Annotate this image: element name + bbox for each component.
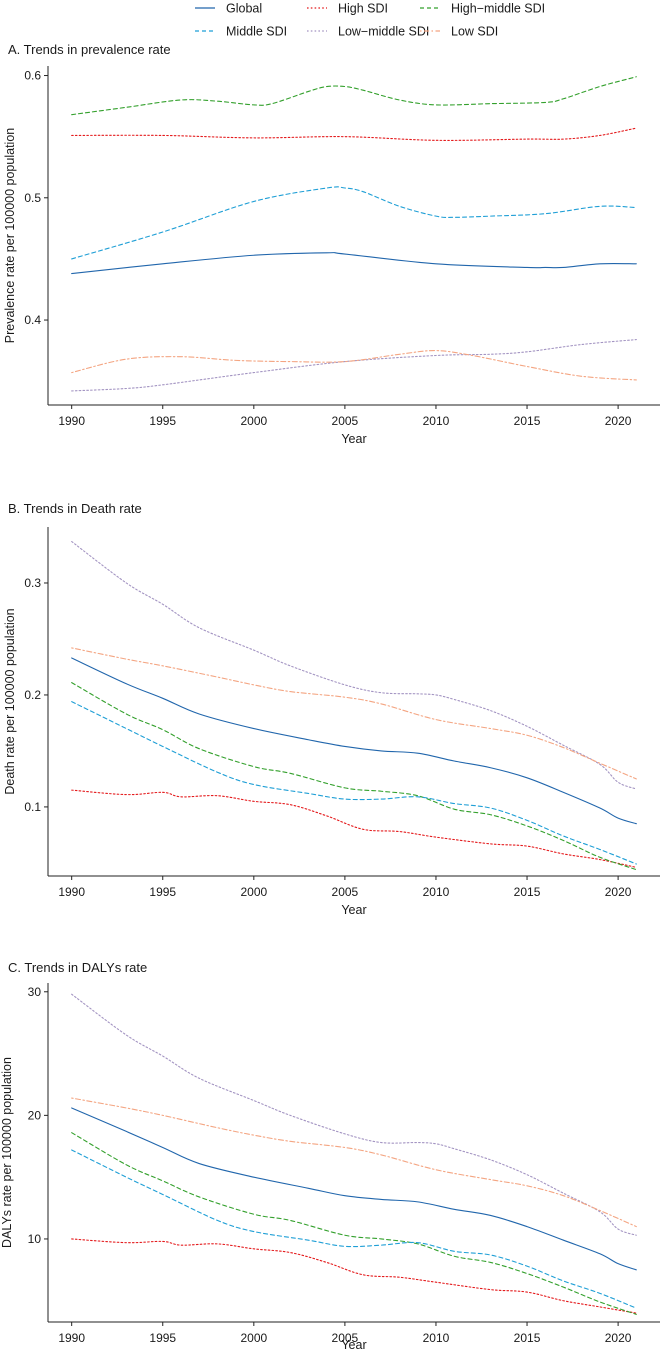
y-tick-label: 20 [28,1108,42,1122]
x-tick-label: 2010 [423,414,450,428]
y-tick-label: 0.2 [24,688,41,702]
series-line-high-middle-sdi [71,1132,637,1315]
legend-label: Global [226,2,262,16]
legend-item-low-sdi: Low SDI [420,25,498,39]
series-line-high-sdi [71,789,637,868]
legend-item-high-middle-sdi: High−middle SDI [420,2,545,16]
x-tick-label: 2020 [605,885,632,899]
x-tick-label: 2015 [514,1331,541,1345]
series-line-high-sdi [71,127,637,141]
y-tick-label: 10 [28,1232,42,1246]
series-line-high-middle-sdi [71,682,637,871]
series-line-global [71,1107,637,1271]
y-axis-title: Death rate per 100000 population [3,608,17,794]
panel-title: B. Trends in Death rate [8,501,142,516]
x-tick-label: 2020 [605,414,632,428]
y-tick-label: 0.3 [24,576,41,590]
legend-label: Low SDI [451,25,498,39]
x-tick-label: 2015 [514,885,541,899]
series-line-high-sdi [71,1238,637,1314]
x-axis-title: Year [341,903,366,917]
legend-label: High−middle SDI [451,2,545,16]
panel-prevalence: A. Trends in prevalence rate 1990 1995 2000… [3,42,660,446]
x-tick-label: 2010 [423,1331,450,1345]
x-axis-title: Year [341,432,366,446]
panel-death: B. Trends in Death rate 1990 1995 2000 2005 2… [3,501,660,917]
x-tick-label: 2000 [240,885,267,899]
series-line-middle-sdi [71,701,637,865]
x-tick-label: 2000 [240,1331,267,1345]
x-tick-label: 2020 [605,1331,632,1345]
panel-dalys: C. Trends in DALYs rate 1990 1995 2000 2005 2… [0,960,660,1350]
x-tick-label: 2000 [240,414,267,428]
legend-item-low-middle-sdi: Low−middle SDI [307,25,429,39]
x-tick-label: 1995 [149,414,176,428]
x-tick-label: 2005 [332,414,359,428]
series-line-low-middle-sdi [71,541,637,790]
y-tick-label: 0.6 [24,69,41,83]
y-axis-title: DALYs rate per 100000 population [0,1057,14,1248]
legend-item-global: Global [195,2,262,16]
series-line-low-middle-sdi [71,339,637,392]
legend-item-high-sdi: High SDI [307,2,388,16]
legend-label: Middle SDI [226,25,287,39]
x-tick-label: 1995 [149,885,176,899]
series-line-middle-sdi [71,1149,637,1309]
x-tick-label: 1990 [58,414,85,428]
series-line-low-sdi [71,350,637,381]
y-tick-label: 0.1 [24,800,41,814]
y-tick-label: 0.5 [24,191,41,205]
x-tick-label: 2005 [332,1331,359,1345]
y-tick-label: 30 [28,985,42,999]
panel-title: C. Trends in DALYs rate [8,960,147,975]
series-line-global [71,252,637,275]
x-tick-label: 1995 [149,1331,176,1345]
y-axis-title: Prevalence rate per 100000 population [3,128,17,343]
series-line-low-middle-sdi [71,993,637,1236]
panel-title: A. Trends in prevalence rate [8,42,171,57]
x-axis-title: Year [341,1338,366,1350]
legend: Global High SDI High−middle SDI Middle SDI L… [195,2,545,39]
legend-item-middle-sdi: Middle SDI [195,25,287,39]
x-tick-label: 2015 [514,414,541,428]
legend-label: High SDI [338,2,388,16]
x-tick-label: 1990 [58,1331,85,1345]
series-line-low-sdi [71,1097,637,1228]
x-tick-label: 1990 [58,885,85,899]
legend-label: Low−middle SDI [338,25,429,39]
x-tick-label: 2005 [332,885,359,899]
series-line-middle-sdi [71,186,637,260]
y-tick-label: 0.4 [24,313,41,327]
series-line-low-sdi [71,647,637,780]
x-tick-label: 2010 [423,885,450,899]
series-line-global [71,657,637,825]
series-line-high-middle-sdi [71,76,637,116]
